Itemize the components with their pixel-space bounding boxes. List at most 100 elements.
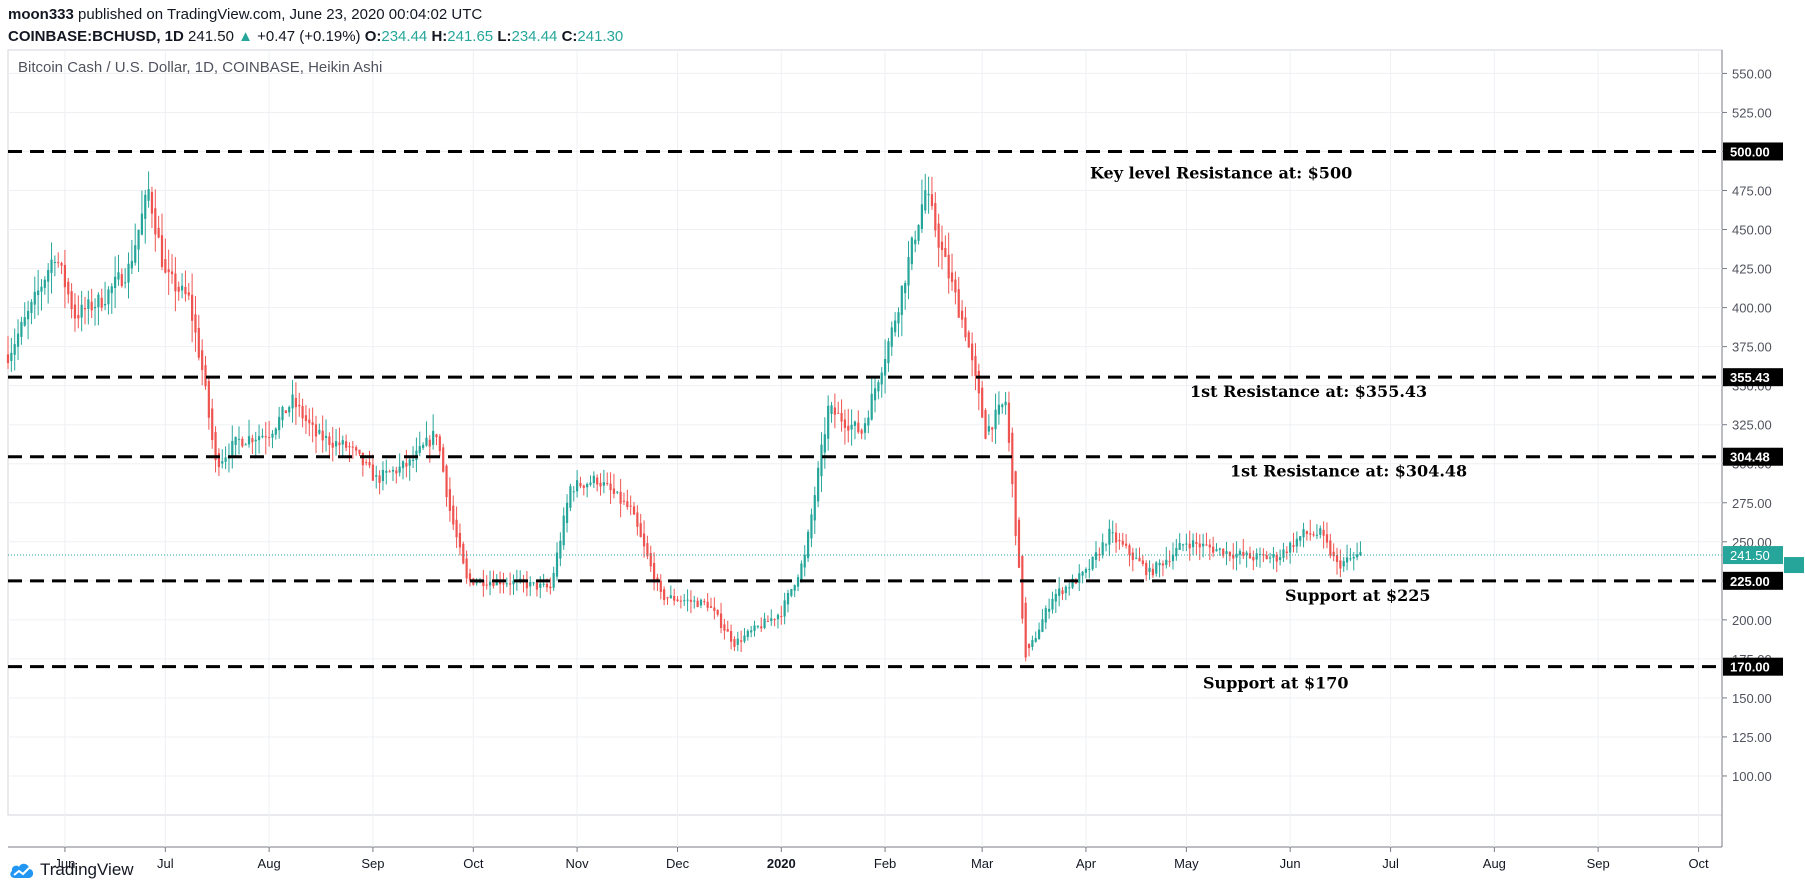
candle-body (308, 419, 311, 424)
candle (1068, 582, 1071, 596)
candle (589, 475, 592, 487)
candle-body (1027, 643, 1031, 649)
candle (1255, 548, 1258, 567)
candle-body (974, 356, 977, 376)
candle-body (1342, 561, 1345, 567)
candle-body (552, 572, 555, 588)
level-annotation: 1st Resistance at: $355.43 (1190, 382, 1427, 401)
candle (288, 405, 291, 417)
candle (177, 281, 180, 301)
candle-body (247, 436, 251, 445)
candle-body (1118, 539, 1121, 542)
candle-body (729, 631, 733, 642)
candle-body (512, 580, 515, 585)
candle-body (659, 580, 662, 593)
candle (1145, 560, 1148, 581)
candle-body (1058, 588, 1061, 596)
candle-body (572, 491, 575, 493)
candle (324, 419, 328, 452)
candle-body (311, 422, 314, 425)
candle (930, 176, 934, 210)
candle-body (187, 292, 190, 296)
candle-body (147, 189, 150, 201)
candle (458, 523, 462, 556)
candle-body (355, 447, 358, 451)
candle (907, 241, 910, 300)
candle (612, 473, 616, 499)
candle (391, 466, 395, 482)
candle-body (1125, 543, 1128, 546)
candle-body (1007, 402, 1011, 443)
candle-body (1319, 528, 1322, 535)
candle-body (582, 485, 585, 488)
symbol-info: COINBASE:BCHUSD, 1D 241.50 ▲ +0.47 (+0.1… (8, 28, 623, 45)
candle (257, 424, 261, 454)
candle-body (669, 595, 672, 598)
candle-body (1181, 544, 1185, 546)
candle-body (1175, 547, 1178, 557)
candle-body (70, 291, 73, 310)
high-value: 241.65 (447, 28, 494, 45)
key-level-badge (1723, 368, 1783, 387)
candle (693, 595, 696, 609)
candle (1094, 541, 1098, 569)
candle-body (539, 583, 542, 588)
candle (482, 569, 485, 597)
candle-body (894, 320, 897, 333)
candle-body (914, 239, 917, 245)
candle-body (314, 424, 318, 437)
candle (629, 495, 632, 516)
candle-body (164, 259, 167, 273)
x-tick-label: Oct (463, 856, 484, 871)
y-tick-label: 525.00 (1732, 105, 1772, 120)
footer-brand[interactable]: TradingView (8, 860, 134, 880)
candle-body (666, 597, 669, 599)
candle-body (763, 618, 766, 628)
candle (676, 596, 679, 602)
candle-body (237, 438, 241, 440)
candle (565, 494, 569, 533)
candle (321, 415, 324, 453)
candle-body (191, 294, 194, 321)
candle-body (1356, 554, 1359, 558)
candle-body (1064, 586, 1067, 594)
candle-body (1188, 543, 1191, 549)
candle (1185, 533, 1188, 552)
candle (800, 560, 803, 583)
candle-body (134, 245, 137, 263)
candle-body (328, 436, 331, 445)
y-tick-label: 550.00 (1732, 66, 1772, 81)
candle-body (1138, 557, 1141, 562)
candle-body (505, 583, 508, 585)
candle (773, 618, 776, 627)
candle (944, 235, 947, 258)
candle (1292, 532, 1295, 553)
candle (820, 432, 823, 492)
candle-body (1114, 532, 1118, 543)
candle (830, 401, 833, 423)
candle-body (1185, 543, 1188, 545)
candle (827, 395, 830, 451)
candle-body (723, 624, 726, 631)
candle-body (586, 483, 589, 488)
candle-body (706, 601, 709, 608)
candle (455, 506, 458, 548)
candle-body (817, 467, 820, 502)
x-tick-label: Sep (1587, 856, 1610, 871)
candle (586, 482, 589, 498)
candle (271, 430, 274, 449)
candle-body (1151, 568, 1154, 576)
candle-body (358, 449, 361, 454)
author-name[interactable]: moon333 (8, 6, 74, 23)
candle (529, 576, 532, 597)
candle (904, 280, 907, 310)
candle (180, 273, 184, 299)
candle-body (37, 290, 40, 295)
candle-body (1037, 629, 1041, 640)
candle-body (900, 285, 903, 316)
close-label: C: (561, 28, 578, 45)
candle (398, 453, 401, 477)
candle (1048, 598, 1051, 619)
candle-body (971, 343, 974, 361)
